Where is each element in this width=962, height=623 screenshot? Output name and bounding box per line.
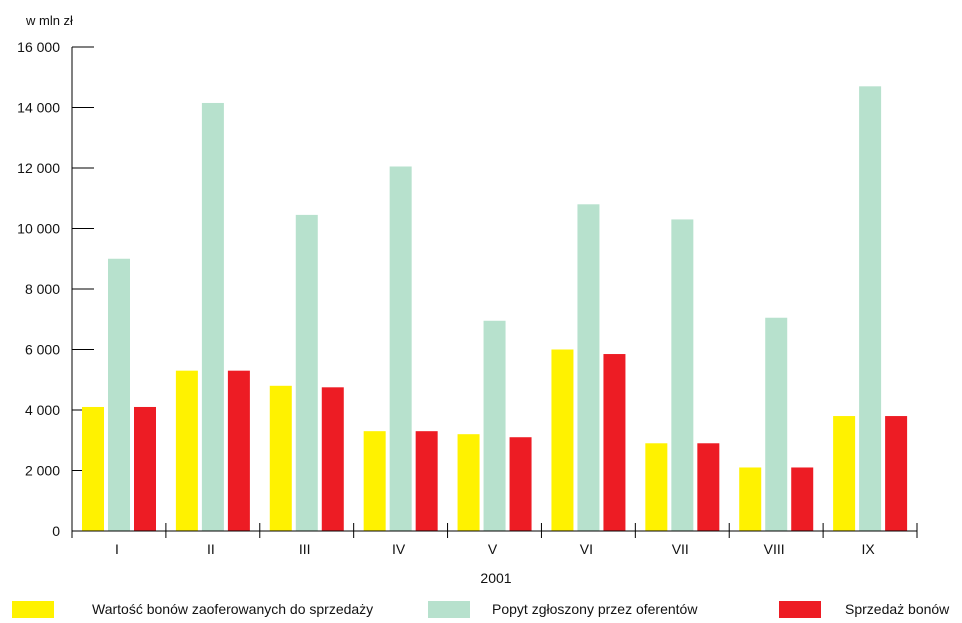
bar-VI-s2: [577, 204, 600, 532]
x-tick-label: I: [115, 541, 119, 557]
bar-VIII-s3: [791, 467, 814, 531]
x-tick-label: IV: [392, 541, 406, 557]
legend: Wartość bonów zaoferowanych do sprzedaży…: [12, 601, 950, 618]
bar-V-s3: [509, 437, 532, 531]
bar-III-s1: [269, 385, 292, 531]
bar-IV-s2: [389, 166, 412, 532]
y-tick-label: 0: [52, 523, 60, 539]
bar-V-s1: [457, 434, 480, 531]
legend-label-3: Sprzedaż bonów: [845, 601, 950, 617]
x-tick-label: IX: [861, 541, 875, 557]
y-tick-label: 4 000: [25, 402, 60, 418]
bar-VI-s1: [551, 349, 574, 531]
bar-V-s2: [483, 320, 506, 531]
y-tick-label: 12 000: [17, 160, 60, 176]
bar-II-s1: [175, 370, 198, 531]
bar-I-s3: [134, 406, 156, 531]
bar-I-s1: [82, 406, 104, 531]
bar-III-s3: [321, 387, 344, 531]
bar-I-s2: [108, 258, 130, 531]
bar-IX-s1: [833, 416, 856, 531]
y-axis: 0 2 000 4 000 6 000 8 000 10 000 12 000 14 000 1…: [17, 39, 94, 539]
y-tick-label: 10 000: [17, 221, 60, 237]
legend-swatch-2: [428, 601, 470, 618]
legend-swatch-1: [12, 601, 54, 618]
bar-VII-s1: [645, 443, 668, 531]
legend-label-2: Popyt zgłoszony przez oferentów: [492, 601, 698, 617]
x-axis: I II III IV V VI VII VIII IX: [71, 523, 918, 557]
x-axis-label: 2001: [480, 570, 511, 586]
bar-VI-s3: [603, 354, 626, 531]
x-tick-label: VII: [672, 541, 689, 557]
y-tick-label: 2 000: [25, 463, 60, 479]
bars: [82, 86, 908, 532]
x-tick-label: II: [207, 541, 215, 557]
bar-IX-s2: [859, 86, 882, 531]
legend-swatch-3: [779, 601, 821, 618]
bar-VIII-s1: [739, 467, 762, 531]
x-tick-label: V: [488, 541, 498, 557]
y-tick-label: 14 000: [17, 100, 60, 116]
x-tick-label: VI: [580, 541, 593, 557]
x-tick-label: III: [299, 541, 311, 557]
bar-IV-s1: [363, 431, 386, 531]
y-tick-label: 8 000: [25, 281, 60, 297]
bar-II-s3: [227, 370, 250, 531]
bar-IX-s3: [885, 416, 908, 531]
y-unit-label: w mln zł: [25, 13, 73, 28]
bar-IV-s3: [415, 431, 438, 531]
bar-VII-s3: [697, 443, 720, 531]
bar-III-s2: [295, 214, 318, 531]
x-tick-label: VIII: [764, 541, 785, 557]
y-tick-label: 6 000: [25, 342, 60, 358]
y-tick-label: 16 000: [17, 39, 60, 55]
bar-VII-s2: [671, 219, 694, 532]
bar-II-s2: [201, 102, 224, 532]
bar-VIII-s2: [765, 317, 788, 531]
legend-label-1: Wartość bonów zaoferowanych do sprzedaży: [92, 601, 373, 617]
